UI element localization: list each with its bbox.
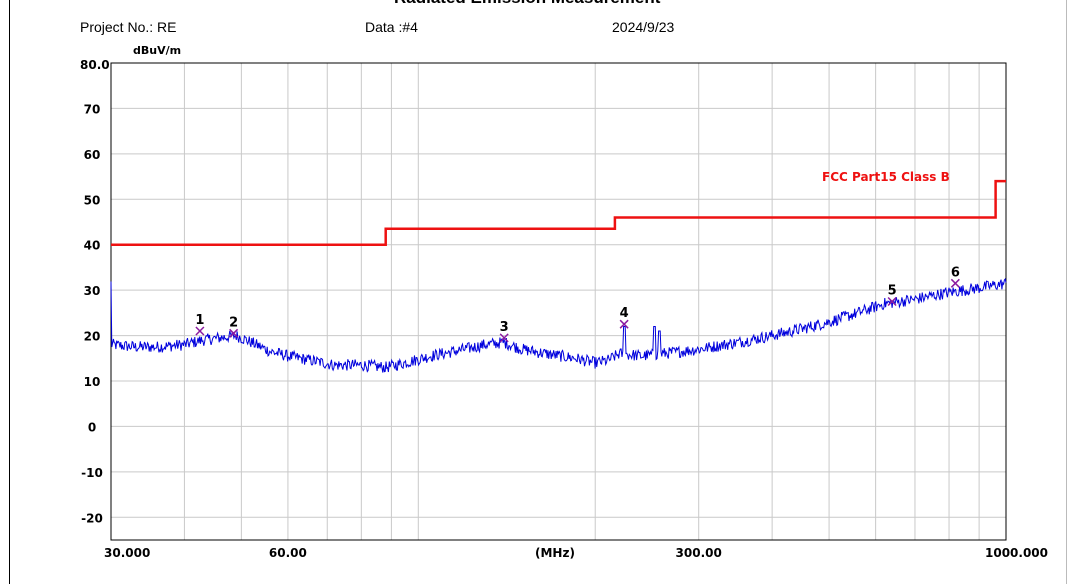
- y-tick-label: 40: [84, 239, 101, 253]
- y-tick-label: 60: [84, 148, 101, 162]
- marker-4: 4: [619, 306, 629, 329]
- chart-title: Radiated Emission Measurement: [394, 0, 660, 8]
- x-tick-label: 30.000: [104, 546, 150, 560]
- limit-legend-label: FCC Part15 Class B: [822, 170, 950, 184]
- marker-label: 4: [620, 306, 629, 321]
- measurement-date: 2024/9/23: [612, 19, 675, 35]
- x-tick-label: 1000.000: [985, 546, 1048, 560]
- marker-cross: [887, 296, 897, 307]
- marker-cross: [619, 319, 629, 329]
- marker-label: 1: [195, 313, 204, 328]
- x-tick-label: 300.00: [676, 546, 722, 560]
- y-axis-unit: dBuV/m: [133, 44, 181, 57]
- marker-cross: [229, 328, 239, 338]
- y-tick-label: 20: [84, 330, 101, 344]
- marker-6: 6: [950, 265, 960, 288]
- y-tick-label: 70: [84, 102, 101, 116]
- data-number: Data :#4: [365, 19, 418, 35]
- marker-3: 3: [499, 320, 509, 343]
- emission-trace: [110, 278, 1007, 373]
- y-tick-label: 30: [84, 284, 101, 298]
- marker-label: 5: [888, 284, 897, 299]
- y-tick-label: 0: [88, 420, 96, 434]
- x-tick-label: 60.00: [269, 546, 307, 560]
- y-axis-top-label: 80.0: [80, 58, 110, 72]
- marker-cross: [195, 326, 205, 336]
- page-left-rule: [9, 0, 10, 584]
- marker-label: 2: [229, 315, 238, 330]
- marker-1: 1: [195, 313, 205, 336]
- marker-label: 6: [951, 265, 960, 280]
- marker-cross: [499, 333, 509, 343]
- project-number: Project No.: RE: [80, 19, 177, 35]
- marker-2: 2: [229, 315, 239, 338]
- page-right-rule: [1066, 0, 1067, 584]
- limit-line: [111, 179, 1006, 246]
- y-tick-label: -20: [81, 511, 103, 525]
- plot-frame: [110, 62, 1007, 541]
- y-tick-label: 10: [84, 375, 101, 389]
- y-tick-label: 50: [84, 193, 101, 207]
- marker-label: 3: [500, 320, 509, 335]
- axis-ticks: 70 60 50 40 30 20 10 0 -10 -20 30.000 60.00 300.00 10…: [81, 102, 1048, 560]
- grid: [111, 63, 1006, 540]
- y-tick-label: -10: [81, 466, 103, 480]
- marker-cross: [950, 278, 960, 288]
- marker-5: 5: [887, 284, 897, 307]
- x-axis-unit: (MHz): [535, 546, 575, 560]
- markers: 1 2 3 4 5 6: [195, 265, 960, 343]
